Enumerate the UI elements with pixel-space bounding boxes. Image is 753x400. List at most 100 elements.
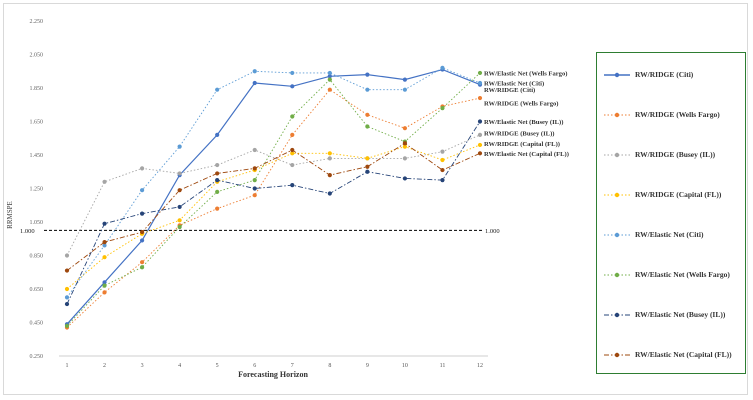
series-line (66, 134, 481, 256)
data-point (177, 144, 182, 149)
y-tick-label: 0.650 (30, 287, 44, 293)
x-tick-label: 4 (178, 363, 181, 369)
data-point (402, 141, 408, 146)
data-point (290, 151, 295, 156)
data-point (365, 156, 370, 161)
x-tick-label: 8 (328, 363, 331, 369)
data-point (402, 156, 408, 161)
legend-label: RW/Elastic Net (Capital (FL)) (635, 350, 732, 359)
data-point (64, 301, 70, 307)
series-end-label: RW/Elastic Net (Wells Fargo) (484, 70, 567, 77)
data-point (477, 95, 483, 101)
legend-item: RW/RIDGE (Citi) (603, 69, 745, 83)
data-point (402, 126, 408, 131)
data-point (477, 142, 483, 148)
data-point (440, 65, 445, 70)
data-point (139, 229, 145, 235)
data-point (402, 176, 408, 181)
x-tick-label: 2 (103, 363, 106, 369)
data-point (290, 183, 295, 188)
data-point (215, 206, 220, 211)
series-line (66, 89, 481, 328)
series-6 (64, 70, 483, 328)
legend-label: RW/RIDGE (Busey (IL)) (635, 150, 716, 159)
legend-label: RW/Elastic Net (Wells Fargo) (635, 270, 730, 279)
series-end-label: RW/Elastic Net (Citi) (484, 80, 544, 87)
series-line (66, 121, 481, 305)
legend-swatch (604, 352, 630, 358)
y-tick-label: 1.650 (30, 120, 44, 126)
data-point (102, 290, 107, 295)
series-line (66, 72, 481, 327)
data-point (102, 221, 107, 226)
series-end-label: RW/RIDGE (Busey (IL)) (484, 131, 554, 138)
y-tick-label: 0.850 (30, 254, 44, 260)
data-point (102, 283, 107, 288)
x-tick-label: 3 (141, 363, 144, 369)
legend-label: RW/RIDGE (Wells Fargo) (635, 110, 720, 119)
data-point (290, 147, 295, 153)
data-point (64, 253, 70, 258)
series-end-label: RW/Elastic Net (Capital (FL)) (484, 151, 569, 158)
x-tick-label: 6 (253, 363, 256, 369)
x-axis-label: Forecasting Horizon (238, 370, 308, 379)
series-2 (64, 87, 483, 330)
data-point (365, 124, 370, 129)
series-8 (64, 141, 483, 273)
data-point (139, 166, 145, 171)
data-point (177, 224, 182, 230)
data-point (102, 240, 107, 245)
data-point (440, 178, 445, 183)
data-point (215, 87, 220, 92)
legend-item: RW/Elastic Net (Capital (FL)) (603, 349, 745, 363)
legend-item: RW/RIDGE (Wells Fargo) (603, 109, 745, 123)
legend: RW/RIDGE (Citi) RW/RIDGE (Wells Fargo) RW/… (596, 52, 746, 374)
data-point (252, 178, 257, 183)
reference-label-left: 1.000 (20, 228, 35, 235)
series-line (66, 67, 481, 298)
data-point (215, 162, 220, 168)
legend-swatch (604, 312, 630, 318)
data-point (365, 169, 370, 174)
data-point (477, 80, 483, 86)
data-point (327, 77, 332, 82)
data-point (365, 112, 370, 117)
y-tick-label: 2.050 (30, 53, 44, 59)
data-point (64, 286, 70, 292)
data-point (290, 114, 295, 119)
data-point (327, 87, 332, 92)
data-point (440, 167, 445, 173)
data-point (252, 69, 257, 74)
series-5 (64, 65, 483, 300)
series-3 (64, 132, 483, 258)
data-point (102, 243, 107, 248)
x-tick-label: 9 (366, 363, 369, 369)
series-end-label: RW/RIDGE (Citi) (484, 87, 535, 94)
data-point (477, 119, 483, 124)
data-point (327, 191, 332, 196)
data-point (252, 186, 257, 191)
data-point (139, 265, 145, 270)
data-point (215, 189, 220, 194)
data-point (139, 238, 145, 243)
data-point (327, 70, 332, 76)
legend-label: RW/RIDGE (Capital (FL)) (635, 190, 722, 199)
data-point (252, 80, 257, 86)
data-point (402, 77, 408, 82)
series-end-label: RW/RIDGE (Wells Fargo) (484, 101, 559, 108)
legend-label: RW/RIDGE (Citi) (635, 70, 694, 79)
data-point (177, 188, 182, 193)
x-tick-label: 12 (477, 363, 483, 369)
series-4 (64, 142, 483, 292)
data-point (139, 188, 145, 193)
x-tick-label: 7 (291, 363, 294, 369)
data-point (402, 144, 408, 149)
data-point (327, 151, 332, 156)
data-point (290, 162, 295, 168)
data-point (402, 87, 408, 92)
y-tick-label: 1.050 (30, 220, 44, 226)
data-point (64, 323, 70, 328)
data-point (365, 87, 370, 92)
data-point (327, 74, 332, 79)
